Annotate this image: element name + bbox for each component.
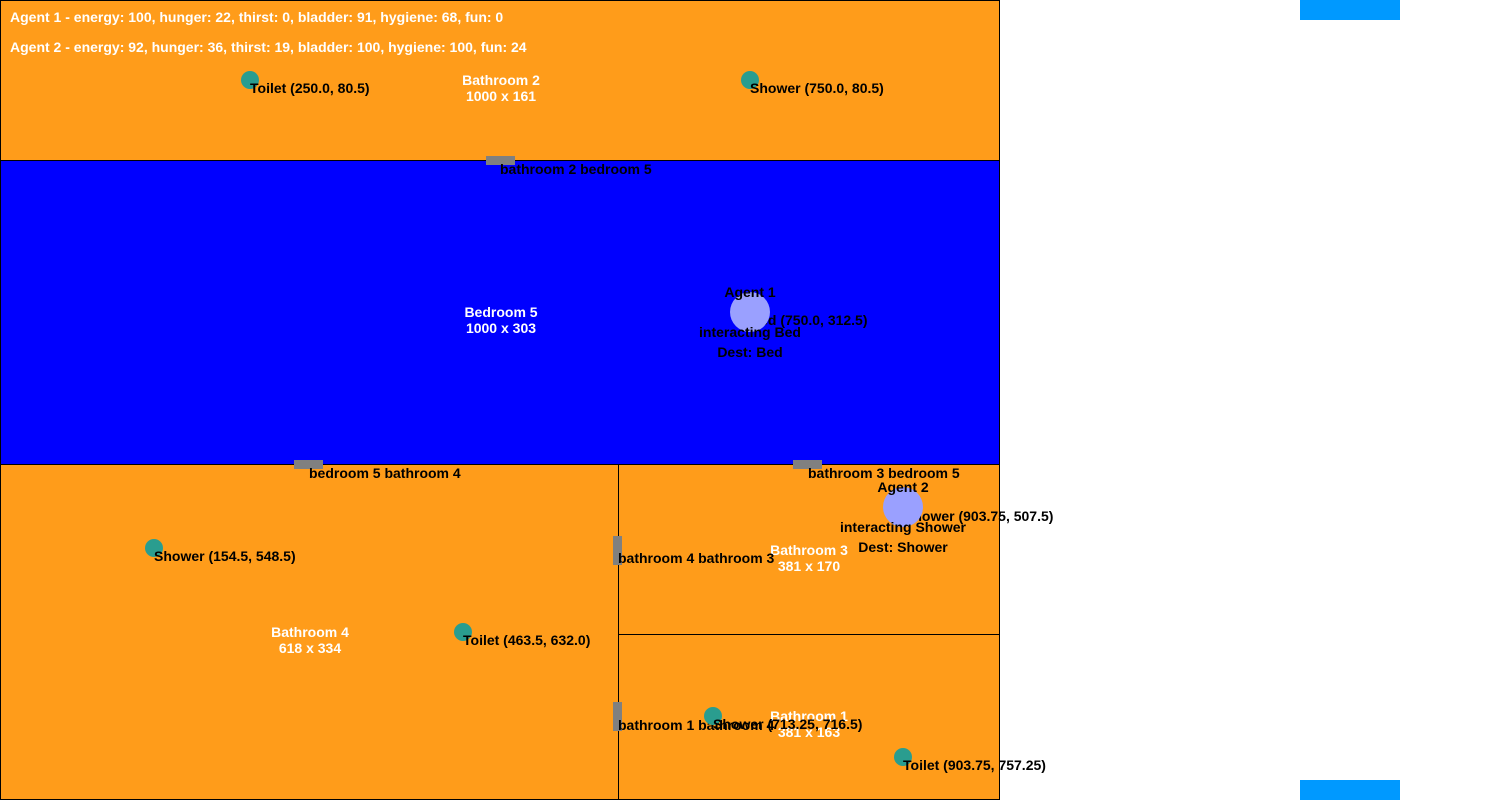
- door-bathroom-2-bedroom-5[interactable]: [486, 156, 515, 165]
- door-bathroom-4-bathroom-3[interactable]: [613, 536, 622, 565]
- room-name: Bathroom 3: [770, 542, 848, 558]
- room-name: Bathroom 1: [770, 708, 848, 724]
- door-bathroom-3-bedroom-5[interactable]: [793, 460, 822, 469]
- room-label-bathroom-1: Bathroom 1 381 x 163: [699, 708, 919, 740]
- object-label: Toilet (903.75, 757.25): [903, 757, 1046, 773]
- object-label: Toilet (250.0, 80.5): [250, 80, 370, 96]
- agent-2-destination: Dest: Shower: [858, 539, 948, 555]
- door-bathroom-1-bathroom-4[interactable]: [613, 702, 622, 731]
- room-size: 618 x 334: [278, 640, 342, 656]
- room-label-bedroom-5: Bedroom 5 1000 x 303: [391, 304, 611, 336]
- room-label-bathroom-3: Bathroom 3 381 x 170: [699, 542, 919, 574]
- room-size: 1000 x 303: [465, 320, 537, 336]
- object-label: Toilet (463.5, 632.0): [463, 632, 591, 648]
- agent-2-stats: Agent 2 - energy: 92, hunger: 36, thirst…: [10, 39, 527, 55]
- agent-1-destination: Dest: Bed: [717, 344, 783, 360]
- agent-1-name: Agent 1: [724, 284, 776, 300]
- door-label: bedroom 5 bathroom 4: [309, 465, 461, 481]
- room-label-bathroom-2: Bathroom 2 1000 x 161: [391, 72, 611, 104]
- shower-icon[interactable]: [145, 539, 163, 557]
- door-label: bathroom 4 bathroom 3: [618, 550, 775, 566]
- agent-2-marker[interactable]: [883, 487, 923, 527]
- toilet-icon[interactable]: [241, 71, 259, 89]
- agent-1-status: interacting Bed: [699, 324, 801, 340]
- room-size: 381 x 170: [777, 558, 841, 574]
- room-name: Bedroom 5: [464, 304, 538, 320]
- room-name: Bathroom 2: [462, 72, 540, 88]
- object-label: Shower (713.25, 716.5): [713, 716, 863, 732]
- room-size: 381 x 163: [777, 724, 841, 740]
- toilet-icon[interactable]: [894, 748, 912, 766]
- object-label: Bed (750.0, 312.5): [750, 312, 868, 328]
- object-label: Shower (154.5, 548.5): [154, 548, 296, 564]
- room-bathroom-1: Bathroom 1 381 x 163: [618, 634, 1000, 800]
- room-bathroom-2: Bathroom 2 1000 x 161: [0, 0, 1000, 161]
- object-label: Shower (750.0, 80.5): [750, 80, 884, 96]
- agent-2-status: interacting Shower: [839, 519, 967, 535]
- door-bedroom-5-bathroom-4[interactable]: [294, 460, 323, 469]
- shower-icon[interactable]: [741, 71, 759, 89]
- window: [1300, 780, 1400, 800]
- shower-icon[interactable]: [704, 707, 722, 725]
- agent-1-stats: Agent 1 - energy: 100, hunger: 22, thirs…: [10, 9, 504, 25]
- window: [1300, 0, 1400, 20]
- room-name: Bathroom 4: [271, 624, 349, 640]
- door-label: bathroom 1 bathroom 4: [618, 717, 775, 733]
- door-label: bathroom 3 bedroom 5: [808, 465, 960, 481]
- room-label-bathroom-4: Bathroom 4 618 x 334: [200, 624, 420, 656]
- agent-2-name: Agent 2: [877, 479, 929, 495]
- room-bathroom-4: Bathroom 4 618 x 334: [0, 464, 619, 800]
- door-label: bathroom 2 bedroom 5: [500, 161, 652, 177]
- toilet-icon[interactable]: [454, 623, 472, 641]
- agent-1-marker[interactable]: [730, 292, 770, 332]
- object-label: Shower (903.75, 507.5): [904, 508, 1054, 524]
- room-size: 1000 x 161: [465, 88, 537, 104]
